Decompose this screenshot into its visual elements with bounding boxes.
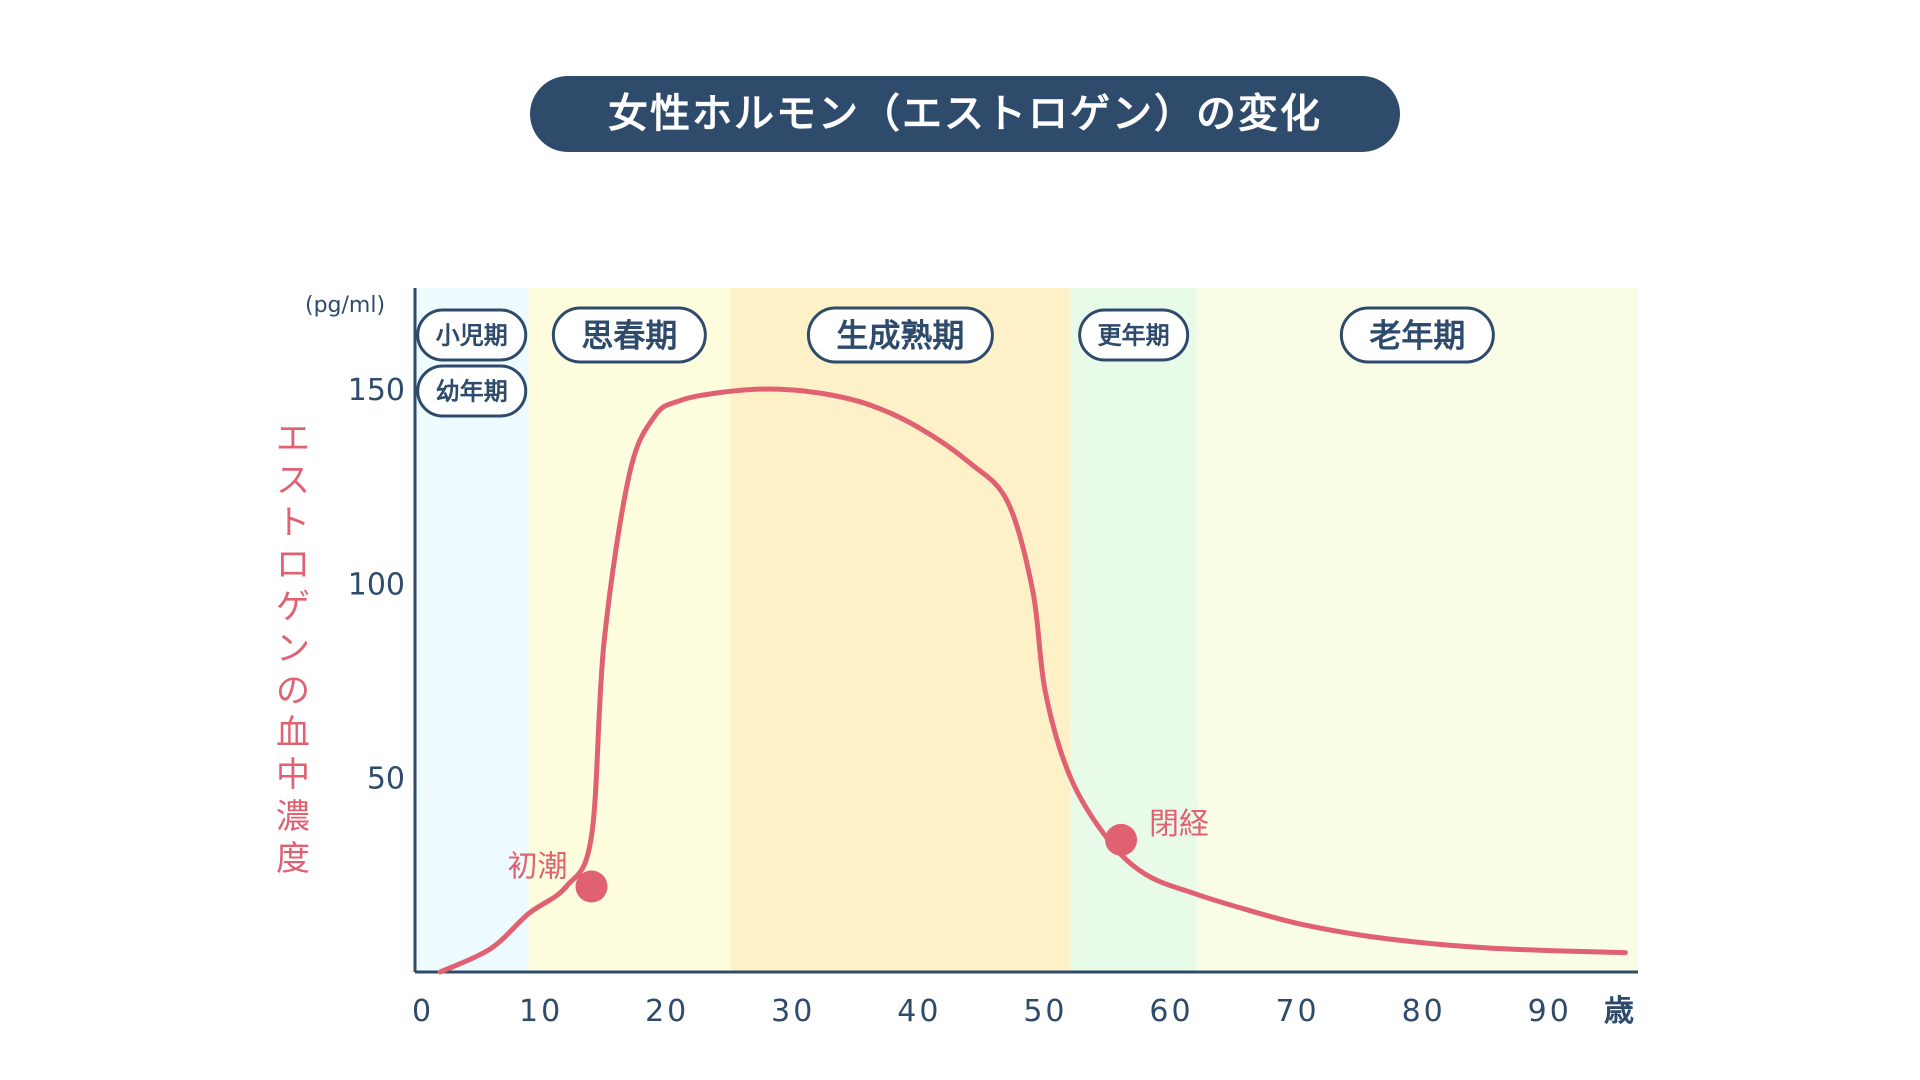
y-axis-label-char: の <box>276 671 310 711</box>
title-background <box>530 76 1400 152</box>
x-tick-labels: 0 10 20 30 40 50 60 70 80 90 <box>412 994 1572 1029</box>
annotation-label: 閉経 <box>1149 807 1209 842</box>
y-axis-label-char: ゲ <box>276 587 310 627</box>
y-tick-label: 100 <box>348 567 405 602</box>
y-axis-label-char: 濃 <box>276 797 310 837</box>
annotation-marker <box>1105 823 1138 856</box>
stage-band-1 <box>528 288 731 972</box>
y-axis-label-char: ス <box>276 461 310 501</box>
x-tick-label: 0 <box>412 994 434 1029</box>
y-tick-label: 50 <box>367 762 405 797</box>
stage-band-2 <box>730 288 1071 972</box>
stage-label: 更年期 <box>1098 322 1170 350</box>
annotation-marker <box>575 870 608 903</box>
x-tick-label: 90 <box>1528 994 1572 1029</box>
y-axis-label-char: 度 <box>276 839 310 879</box>
y-axis-label-char: ト <box>276 503 310 543</box>
stage-label-pill <box>1078 308 1190 362</box>
chart-title-badge: 女性ホルモン（エストロゲン）の変化 <box>530 76 1400 152</box>
y-tick-label: 150 <box>348 373 405 408</box>
x-tick-label: 60 <box>1149 994 1193 1029</box>
x-tick-label: 40 <box>897 994 941 1029</box>
stage-label: 思春期 <box>581 317 677 355</box>
stage-label: 老年期 <box>1369 317 1465 355</box>
x-unit-label: 歳 <box>1604 994 1637 1029</box>
stage-label-pill <box>1339 306 1495 364</box>
x-tick-label: 70 <box>1275 994 1319 1029</box>
chart-title: 女性ホルモン（エストロゲン）の変化 <box>608 91 1322 137</box>
stage-bands <box>415 288 1638 972</box>
x-tick-label: 80 <box>1402 994 1446 1029</box>
y-axis-label-char: エ <box>276 419 310 459</box>
stage-label-pill <box>551 306 707 364</box>
stage-label-pill <box>416 364 528 418</box>
y-axis-label-char: 血 <box>276 713 310 753</box>
x-tick-label: 10 <box>519 994 563 1029</box>
y-axis-label-char: ン <box>276 629 310 669</box>
stage-label-pill <box>806 306 994 364</box>
annotation-label: 初潮 <box>508 850 568 885</box>
y-axis-label-char: ロ <box>276 545 310 585</box>
x-tick-label: 50 <box>1023 994 1067 1029</box>
y-unit-label: (pg/ml) <box>305 293 385 318</box>
stage-band-3 <box>1070 288 1197 972</box>
stage-label: 小児期 <box>436 322 508 350</box>
stage-label: 生成熟期 <box>836 317 964 355</box>
y-tick-labels: 50 100 150 <box>348 373 405 797</box>
x-tick-label: 20 <box>645 994 689 1029</box>
stage-label-pill <box>416 308 528 362</box>
y-axis-label-char: 中 <box>276 755 310 795</box>
x-tick-label: 30 <box>771 994 815 1029</box>
stage-label: 幼年期 <box>436 378 508 406</box>
stage-band-4 <box>1196 288 1638 972</box>
annotations: 初潮 閉経 <box>508 807 1209 903</box>
estrogen-curve <box>437 386 1628 975</box>
